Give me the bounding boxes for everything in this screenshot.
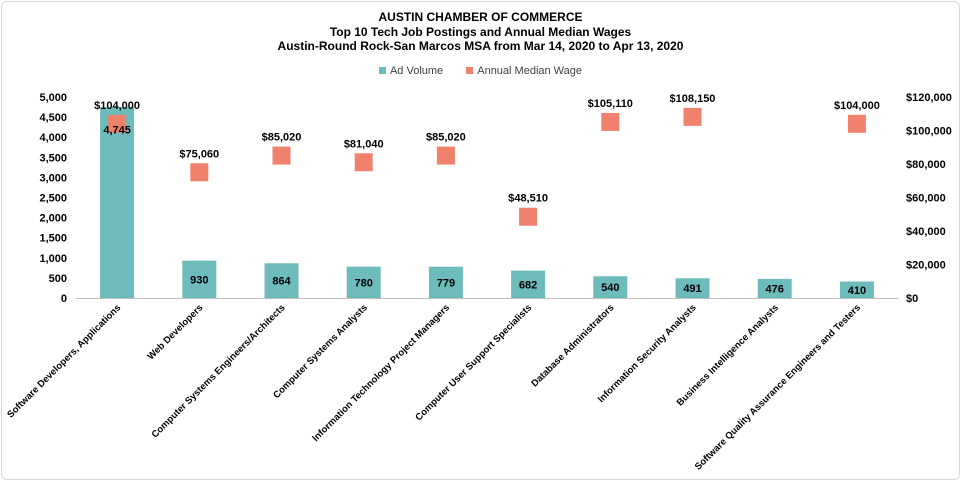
chart-title-line-2: Top 10 Tech Job Postings and Annual Medi… [329,24,632,39]
x-category-label: Database Administrators [529,302,616,389]
marker-annual-median-wage [108,114,127,133]
y-left-tick-label: 1,500 [39,233,67,245]
data-label-ad-volume: 779 [437,277,455,289]
bar-ad-volume [428,266,463,298]
y-right-tick-label: $100,000 [906,126,952,138]
y-right-tick-label: $120,000 [906,92,952,104]
data-label-ad-volume: 682 [519,279,537,291]
legend-item-annual-median-wage: Annual Median Wage [466,65,582,77]
y-left-tick-label: 4,500 [39,112,67,124]
data-label-annual-median-wage: $81,040 [344,138,384,150]
x-category-label: Software Developers, Applications [5,302,123,420]
legend-swatch-ad-volume [378,67,386,74]
data-label-ad-volume: 780 [355,277,373,289]
bar-ad-volume [100,107,135,298]
legend-swatch-annual-median-wage [466,67,474,74]
bar-ad-volume [675,278,710,298]
y-left-tick-label: 4,000 [39,132,67,144]
data-label-annual-median-wage: $104,000 [834,100,880,112]
bar-ad-volume [757,278,792,298]
legend-label-ad-volume: Ad Volume [389,65,444,77]
y-left-tick-label: 0 [61,293,67,305]
data-label-annual-median-wage: $105,110 [588,98,633,110]
y-right-tick-label: $80,000 [906,159,946,171]
y-right-tick-label: $20,000 [906,260,946,272]
data-label-annual-median-wage: $104,000 [94,100,140,112]
data-label-ad-volume: 410 [848,285,866,297]
x-category-label: Software Quality Assurance Engineers and… [693,302,863,472]
x-category-label: Information Security Analysts [596,302,699,405]
data-label-ad-volume: 476 [766,283,784,295]
data-label-ad-volume: 864 [272,276,291,288]
y-left-tick-label: 3,000 [39,172,67,184]
x-category-label: Web Developers [145,302,205,362]
data-label-ad-volume: 4,745 [103,124,131,136]
y-right-tick-label: $0 [906,293,918,305]
x-category-label: Computer Systems Engineers/Architects [150,302,288,440]
bar-ad-volume [264,263,299,298]
bar-ad-volume [182,260,217,298]
bar-ad-volume [593,276,628,298]
x-category-label: Information Technology Project Managers [310,302,452,444]
y-left-tick-label: 1,000 [39,253,67,265]
chart-title-line-3: Austin-Round Rock-San Marcos MSA from Ma… [277,39,684,53]
marker-annual-median-wage [601,112,620,131]
data-label-annual-median-wage: $85,020 [262,132,302,144]
y-right-tick-label: $40,000 [906,226,946,238]
bar-ad-volume [511,270,546,298]
data-label-annual-median-wage: $108,150 [670,93,716,105]
data-label-annual-median-wage: $75,060 [179,148,219,160]
legend-item-ad-volume: Ad Volume [378,65,444,77]
bar-ad-volume [839,281,874,298]
data-label-annual-median-wage: $48,510 [508,193,548,205]
y-left-tick-label: 2,000 [39,213,67,225]
data-label-ad-volume: 491 [683,283,701,295]
chart-legend: Ad Volume Annual Median Wage [0,65,961,77]
legend-label-annual-median-wage: Annual Median Wage [477,65,583,77]
data-label-ad-volume: 930 [190,274,208,286]
chart-title: AUSTIN CHAMBER OF COMMERCE Top 10 Tech J… [0,10,961,54]
marker-annual-median-wage [354,153,373,172]
marker-annual-median-wage [436,146,455,165]
y-left-tick-label: 5,000 [39,92,67,104]
y-left-tick-label: 3,500 [39,152,67,164]
marker-annual-median-wage [683,107,702,126]
y-right-tick-label: $60,000 [906,193,946,205]
bar-ad-volume [346,266,381,298]
data-label-annual-median-wage: $85,020 [426,132,466,144]
y-left-tick-label: 500 [49,273,67,285]
marker-annual-median-wage [272,146,291,165]
chart-title-line-1: AUSTIN CHAMBER OF COMMERCE [378,10,583,24]
marker-annual-median-wage [519,207,538,226]
data-label-ad-volume: 540 [601,282,619,294]
marker-annual-median-wage [847,114,866,133]
marker-annual-median-wage [190,163,209,182]
y-left-tick-label: 2,500 [39,193,67,205]
x-category-label: Computer Systems Analysts [271,302,370,401]
